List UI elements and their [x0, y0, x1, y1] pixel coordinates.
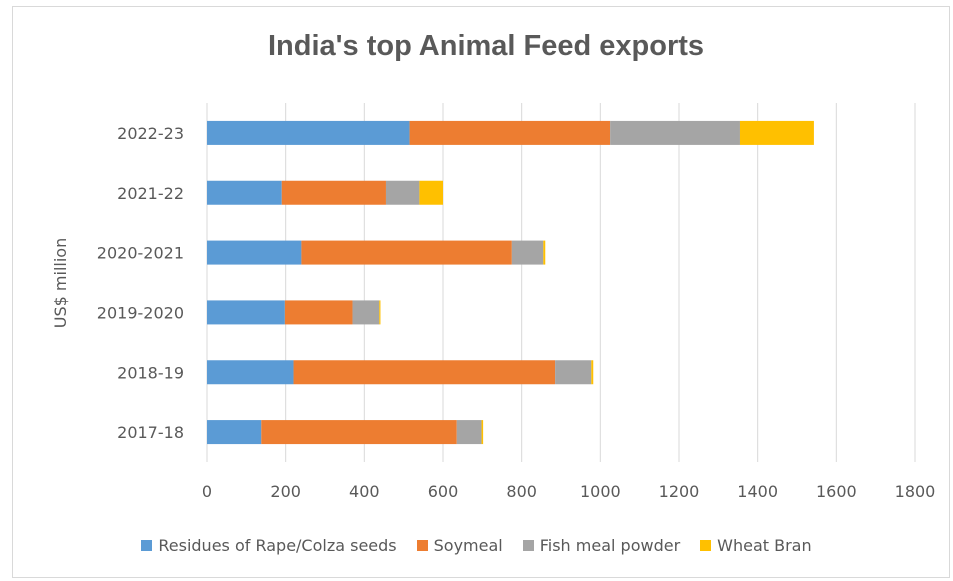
bar-segment	[456, 420, 482, 445]
legend-item: Fish meal powder	[522, 535, 681, 555]
bar-segment	[207, 120, 410, 145]
legend-label: Residues of Rape/Colza seeds	[158, 535, 397, 555]
bar-segment	[207, 360, 294, 385]
bar-segment	[207, 420, 262, 445]
bar-segment	[419, 180, 443, 205]
bar-segment	[207, 180, 282, 205]
y-tick-label: 2020-2021	[97, 244, 184, 263]
legend-swatch	[522, 539, 534, 551]
x-tick-label: 1600	[816, 482, 857, 501]
x-tick-label: 800	[506, 482, 537, 501]
legend-item: Wheat Bran	[700, 535, 812, 555]
legend: Residues of Rape/Colza seeds Soymeal Fish …	[0, 533, 953, 557]
x-tick-labels: 0 200 400 600 800 1000 1200 1400 1600 1800	[202, 482, 935, 501]
bar-segment	[379, 300, 381, 325]
legend-swatch	[700, 539, 712, 551]
y-tick-label: 2021-22	[117, 184, 184, 203]
bar-segment	[301, 240, 512, 265]
x-tick-label: 600	[428, 482, 459, 501]
y-tick-label: 2019-2020	[97, 303, 184, 322]
y-tick-label: 2018-19	[117, 363, 184, 382]
legend-swatch	[416, 539, 428, 551]
y-tick-labels: 2022-23 2021-22 2020-2021 2019-2020 2018-19 2…	[97, 124, 184, 442]
legend-label: Soymeal	[433, 535, 503, 555]
bar-segment	[543, 240, 546, 265]
y-axis-label: US$ million	[51, 238, 70, 328]
y-tick-label: 2017-18	[117, 423, 184, 442]
bar-segment	[511, 240, 544, 265]
bar-segment	[293, 360, 556, 385]
x-tick-label: 400	[349, 482, 380, 501]
bar-segment	[481, 420, 484, 445]
x-tick-label: 1400	[737, 482, 778, 501]
bar-segment	[591, 360, 594, 385]
x-tick-label: 1800	[895, 482, 936, 501]
legend-swatch	[141, 539, 153, 551]
bar-segment	[281, 180, 386, 205]
bar-segment	[610, 120, 740, 145]
bar-segment	[284, 300, 353, 325]
x-tick-label: 200	[270, 482, 301, 501]
x-tick-label: 1200	[659, 482, 700, 501]
x-tick-label: 0	[202, 482, 212, 501]
legend-item: Residues of Rape/Colza seeds	[141, 535, 397, 555]
legend-label: Wheat Bran	[717, 535, 812, 555]
gridlines	[206, 103, 916, 462]
bar-segment	[207, 300, 285, 325]
bar-segment	[352, 300, 380, 325]
bar-segment	[385, 180, 420, 205]
bar-segment	[555, 360, 592, 385]
bar-segment	[739, 120, 814, 145]
legend-label: Fish meal powder	[539, 535, 681, 555]
chart-title: India's top Animal Feed exports	[267, 30, 705, 62]
chart-frame	[12, 6, 950, 578]
bar-segment	[261, 420, 457, 445]
y-tick-label: 2022-23	[117, 124, 184, 143]
bar-segment	[409, 120, 611, 145]
bars	[207, 120, 814, 445]
bar-segment	[207, 240, 302, 265]
legend-item: Soymeal	[416, 535, 503, 555]
x-tick-label: 1000	[580, 482, 621, 501]
